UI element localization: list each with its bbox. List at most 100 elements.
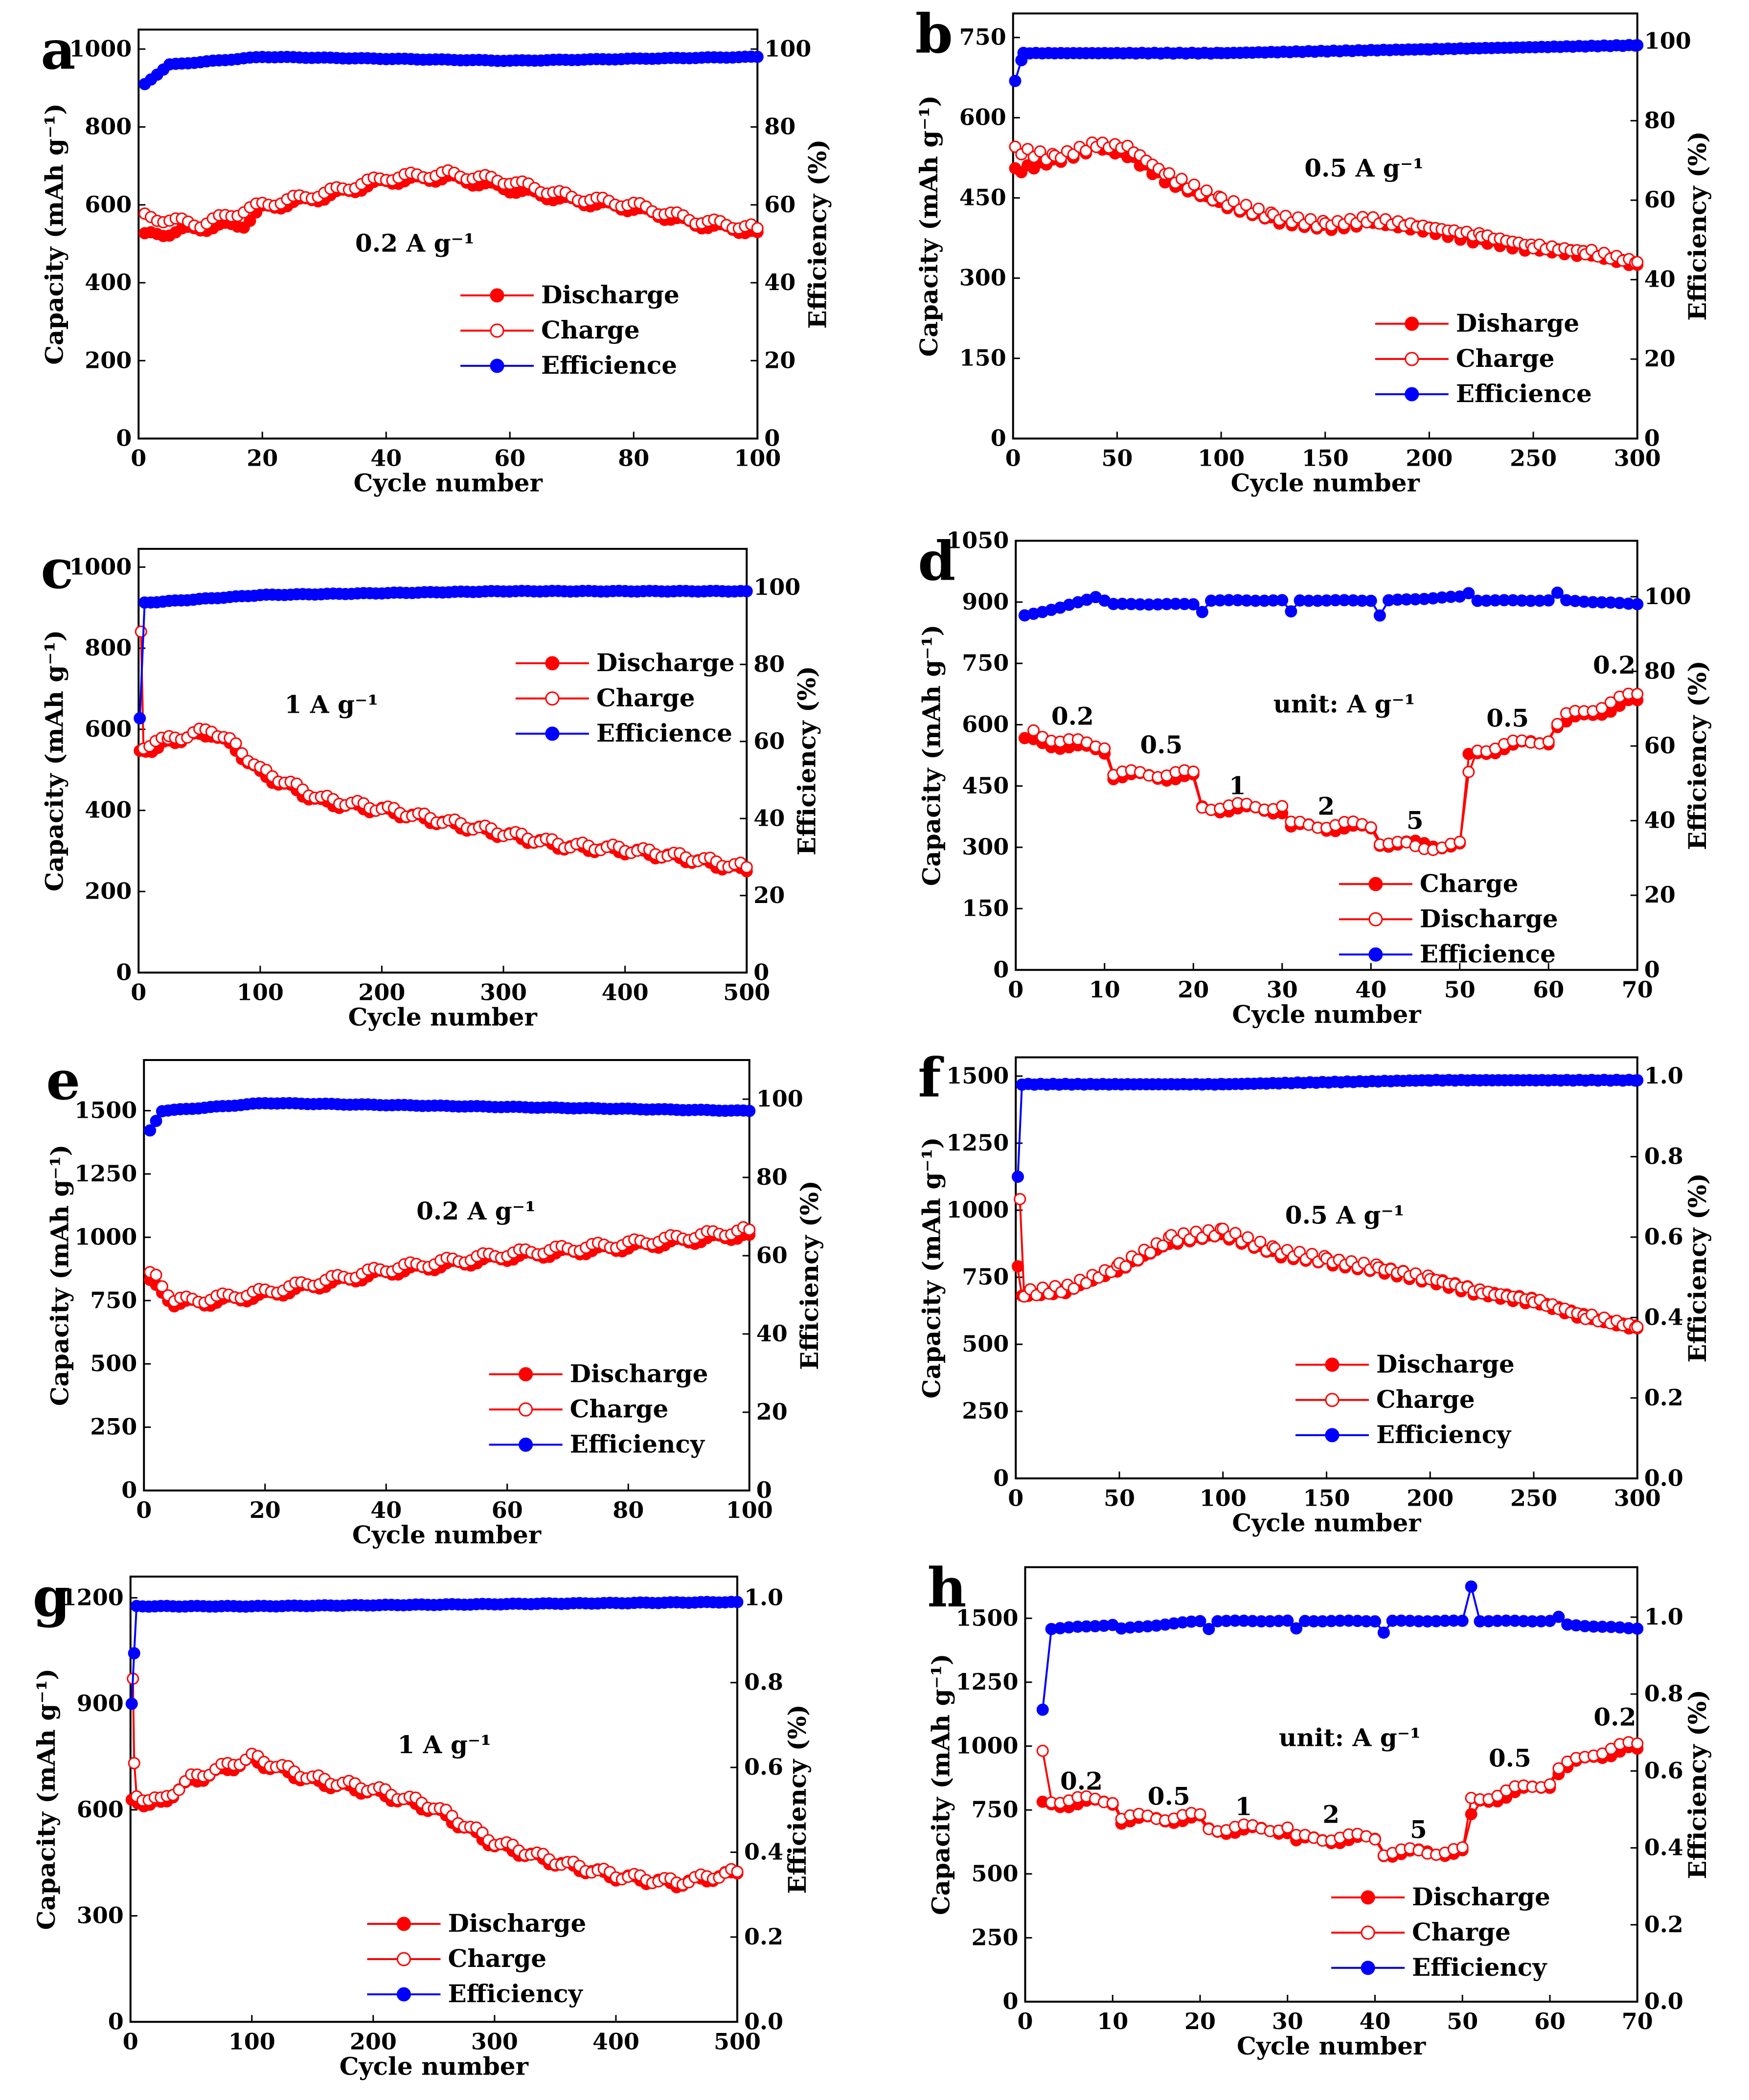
- legend-marker: [1405, 387, 1419, 402]
- data-point: [1080, 1277, 1092, 1289]
- y-tick-label: 450: [959, 184, 1006, 211]
- panel-d: 0 10 20 30 40 50 60 700150300450600750900105002…: [917, 527, 1712, 1029]
- series-line: [1017, 1233, 1638, 1330]
- data-point: [144, 1124, 157, 1137]
- legend-marker: [545, 691, 560, 706]
- y-tick-label: 600: [77, 1796, 124, 1823]
- y2-tick-label: 0.6: [1644, 1223, 1683, 1250]
- x-tick-label: 150: [1302, 445, 1349, 472]
- legend-label: Disharge: [1456, 309, 1579, 338]
- y-tick-label: 750: [962, 1264, 1009, 1290]
- x-tick-label: 0: [136, 1497, 152, 1523]
- y2-tick-label: 80: [753, 651, 785, 677]
- data-point: [1456, 1614, 1469, 1627]
- x-tick-label: 200: [358, 979, 405, 1005]
- x-tick-label: 100: [734, 445, 781, 472]
- data-point: [1595, 702, 1608, 715]
- data-point: [1254, 1236, 1267, 1248]
- annotation: 0.2: [1593, 1703, 1636, 1732]
- legend-label: Discharge: [1412, 1882, 1550, 1911]
- y-tick-label: 0: [1002, 1988, 1018, 2014]
- data-point: [1373, 609, 1386, 622]
- y-tick-label: 400: [85, 269, 132, 295]
- x-tick-label: 200: [1406, 445, 1453, 472]
- legend-marker: [490, 323, 504, 338]
- y2-tick-label: 80: [1644, 657, 1676, 684]
- data-point: [1011, 1171, 1024, 1183]
- series-efficiency: [144, 1097, 756, 1137]
- y2-axis-label: Efficiency (%): [803, 139, 832, 329]
- legend-marker: [1361, 1890, 1375, 1905]
- legend-marker: [1325, 1357, 1340, 1372]
- data-point: [1014, 1193, 1026, 1205]
- x-tick-label: 0: [131, 445, 146, 472]
- y2-tick-label: 80: [1644, 107, 1676, 134]
- y2-tick-label: 40: [1644, 266, 1676, 293]
- y-tick-label: 750: [959, 24, 1006, 50]
- annotation: 0.5 A g⁻¹: [1285, 1200, 1405, 1229]
- x-tick-label: 200: [350, 2028, 397, 2055]
- x-tick-label: 0: [1005, 445, 1021, 472]
- y-axis-label: Capacity (mAh g⁻¹): [45, 1145, 74, 1406]
- series-charge: [1036, 1736, 1644, 1862]
- y2-tick-label: 0: [1644, 425, 1660, 452]
- annotation: 5: [1407, 806, 1424, 835]
- x-tick-label: 40: [370, 445, 402, 472]
- y-tick-label: 500: [971, 1860, 1018, 1887]
- y2-tick-label: 20: [1644, 881, 1676, 908]
- annotation: 0.5: [1148, 1782, 1190, 1811]
- legend-marker: [1361, 1961, 1375, 1975]
- legend-marker: [490, 288, 504, 303]
- y2-tick-label: 0.0: [1644, 1988, 1683, 2014]
- data-point: [1491, 1789, 1504, 1802]
- x-tick-label: 500: [714, 2028, 761, 2055]
- panel-e: 0 20 40 60 80 1000250500750100012501500020406…: [45, 1049, 824, 1549]
- data-point: [1552, 1762, 1565, 1775]
- data-point: [1011, 1260, 1024, 1273]
- annotation: 0.5: [1486, 704, 1529, 733]
- x-tick-label: 0: [1008, 1485, 1023, 1511]
- data-point: [128, 1757, 140, 1769]
- data-point: [1377, 1626, 1390, 1639]
- series-discharge: [1036, 1741, 1644, 1863]
- legend-marker: [396, 1917, 411, 1931]
- legend-label: Efficience: [541, 351, 677, 380]
- data-point: [1604, 696, 1617, 709]
- x-tick-label: 20: [247, 445, 278, 472]
- y2-tick-label: 20: [764, 347, 795, 373]
- legend-label: Efficience: [1456, 379, 1592, 408]
- legend-label: Efficience: [1420, 939, 1556, 968]
- x-tick-label: 0: [1017, 2008, 1033, 2034]
- annotation: 2: [1322, 1800, 1340, 1829]
- legend-item: Charge: [489, 1394, 668, 1423]
- legend-label: Charge: [596, 683, 695, 712]
- x-tick-label: 100: [237, 979, 284, 1005]
- series-efficience: [138, 50, 764, 90]
- legend-item: Charge: [460, 316, 640, 344]
- x-tick-label: 20: [1178, 976, 1209, 1003]
- y-axis-label: Capacity (mAh g⁻¹): [927, 1654, 955, 1916]
- data-point: [150, 1115, 162, 1128]
- panel-letter: c: [41, 538, 73, 601]
- y-tick-label: 150: [959, 345, 1006, 371]
- y-tick-label: 0: [993, 1465, 1009, 1491]
- panel-letter: e: [46, 1049, 80, 1112]
- y2-tick-label: 1.0: [744, 1584, 783, 1610]
- y2-tick-label: 0.0: [1644, 1465, 1683, 1491]
- data-point: [1631, 598, 1644, 610]
- y2-tick-label: 0: [753, 959, 769, 985]
- data-point: [1456, 1841, 1469, 1854]
- y2-tick-label: 0.2: [744, 1923, 783, 1950]
- data-point: [1068, 1282, 1080, 1295]
- x-axis-label: Cycle number: [352, 1520, 542, 1549]
- data-point: [1276, 594, 1289, 607]
- panel-letter: g: [33, 1565, 70, 1628]
- y-tick-label: 250: [962, 1398, 1009, 1424]
- legend-label: Discharge: [1420, 904, 1558, 933]
- data-point: [1551, 718, 1564, 730]
- data-point: [743, 1105, 756, 1117]
- legend-item: Discharge: [1331, 1882, 1550, 1911]
- x-tick-label: 150: [1303, 1485, 1350, 1511]
- annotation: unit: A g⁻¹: [1273, 689, 1415, 718]
- x-tick-label: 300: [1614, 445, 1661, 472]
